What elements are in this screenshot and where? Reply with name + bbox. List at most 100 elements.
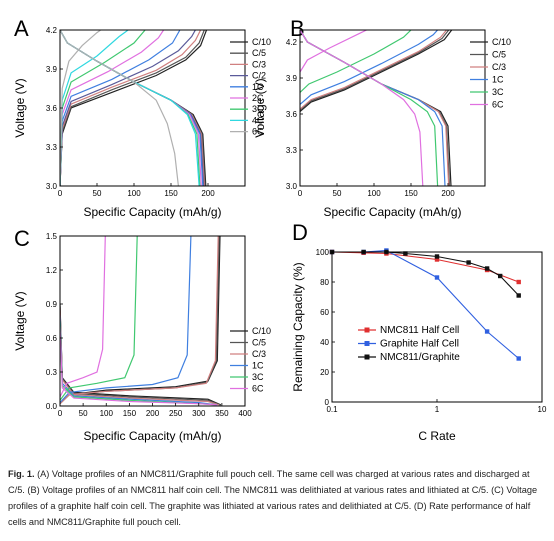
legend-label-2c: 2C — [252, 93, 264, 103]
y-tick-label: 3.0 — [286, 182, 298, 191]
data-point-nmc811-graphite — [484, 266, 490, 271]
panel-letter: A — [14, 16, 29, 41]
data-point-nmc811-half-cell — [516, 279, 521, 285]
y-tick-label: 0 — [325, 398, 330, 407]
x-axis-title: Specific Capacity (mAh/g) — [323, 205, 461, 219]
series-group — [300, 30, 453, 186]
legend-label-c-5: C/5 — [252, 48, 266, 58]
x-tick-label: 1 — [435, 405, 440, 414]
series-line-nmc811-half-cell — [331, 251, 519, 283]
y-tick-label: 1.5 — [46, 232, 58, 241]
legend-label-c-3: C/3 — [492, 62, 506, 72]
y-tick-label: 4.2 — [286, 38, 298, 47]
x-tick-label: 10 — [538, 405, 547, 414]
series-curve-3c-charge — [300, 30, 412, 93]
y-tick-label: 3.3 — [46, 143, 58, 152]
panel-letter: D — [292, 220, 308, 245]
x-axis-title: Specific Capacity (mAh/g) — [83, 205, 221, 219]
series-curve-6c-discharge — [60, 30, 179, 186]
data-point-nmc811-half-cell — [434, 257, 440, 262]
y-tick-label: 4.2 — [46, 26, 58, 35]
plot-frame — [59, 29, 246, 187]
x-tick-label: 100 — [367, 189, 381, 198]
x-tick-label: 150 — [164, 189, 178, 198]
series-curve-c-10-charge — [60, 30, 208, 186]
data-point-nmc811-graphite — [516, 293, 521, 298]
series-curve-c-3-charge — [300, 30, 447, 110]
legend-label-3c: 3C — [492, 87, 504, 97]
legend-label-1c: 1C — [252, 82, 264, 92]
series-curve-4c-discharge — [60, 30, 200, 186]
data-point-graphite-half-cell — [434, 275, 440, 280]
legend-label-c-3: C/3 — [252, 59, 266, 69]
y-tick-label: 3.6 — [286, 110, 298, 119]
legend: NMC811 Half Cell Graphite Half Cell NMC811… — [358, 325, 460, 363]
x-tick-label: 350 — [215, 409, 229, 418]
y-tick-label: 1.2 — [46, 266, 58, 275]
y-tick-label: 0.3 — [46, 368, 58, 377]
series-curve-1c-charge — [300, 30, 439, 105]
series-curve-3c-lith — [60, 320, 218, 406]
legend-marker-nmc811-half-cell — [364, 327, 370, 333]
y-tick-label: 3.3 — [286, 146, 298, 155]
y-tick-label: 40 — [320, 338, 329, 347]
panel-b: B 3.0 3.3 3.6 3.9 4.2 0 50 100 150 200 Specific Cap… — [253, 16, 511, 219]
legend-label-1c: 1C — [492, 75, 504, 85]
series-curve-6c-lith — [60, 326, 218, 406]
y-tick-label: 0.6 — [46, 334, 58, 343]
caption-label: Fig. 1. — [8, 469, 35, 479]
data-point-nmc811-graphite — [498, 273, 503, 279]
x-tick-label: 0.1 — [326, 405, 338, 414]
data-point-graphite-half-cell — [516, 356, 521, 361]
panel-letter: B — [290, 16, 305, 41]
legend-label-c-5: C/5 — [492, 50, 506, 60]
y-tick-label: 3.6 — [46, 104, 58, 113]
y-tick-label: 0.0 — [46, 402, 58, 411]
plot-frame — [299, 29, 486, 187]
series-curve-1c-lith — [60, 315, 218, 406]
x-tick-label: 150 — [404, 189, 418, 198]
legend-label-6c: 6C — [252, 127, 264, 137]
y-tick-label: 20 — [320, 368, 329, 377]
figure-caption: Fig. 1. (A) Voltage profiles of an NMC81… — [8, 466, 548, 530]
y-tick-label: 3.9 — [46, 65, 58, 74]
legend-label-c-3: C/3 — [252, 349, 266, 359]
series-group — [60, 30, 208, 186]
series-curve-c-5-charge — [300, 30, 450, 111]
legend-label-1c: 1C — [252, 361, 264, 371]
legend-label-graphite-half-cell: Graphite Half Cell — [380, 339, 459, 350]
series-curve-c-10-delith — [60, 236, 221, 405]
y-tick-label: 80 — [320, 278, 329, 287]
legend-label-3c: 3C — [252, 372, 264, 382]
y-axis-title: Voltage (V) — [253, 78, 267, 137]
data-point-nmc811-graphite — [434, 254, 440, 259]
x-tick-label: 50 — [333, 189, 342, 198]
x-tick-label: 100 — [100, 409, 114, 418]
x-tick-label: 0 — [298, 189, 303, 198]
series-curve-c-3-charge — [60, 30, 202, 186]
data-point-nmc811-graphite — [466, 260, 471, 265]
x-tick-label: 200 — [201, 189, 215, 198]
legend-label-c-5: C/5 — [252, 338, 266, 348]
y-axis-title: Remaining Capacity (%) — [291, 262, 305, 391]
series-curve-c-3-delith — [60, 236, 219, 405]
x-tick-label: 100 — [127, 189, 141, 198]
series-curve-c-10-charge — [300, 30, 453, 113]
x-tick-label: 200 — [441, 189, 455, 198]
y-tick-label: 100 — [316, 248, 330, 257]
data-point-nmc811-graphite — [403, 251, 408, 256]
x-tick-label: 0 — [58, 409, 63, 418]
caption-text: (A) Voltage profiles of an NMC811/Graphi… — [8, 469, 538, 527]
series-curve-1c-charge — [60, 30, 181, 186]
legend-label-c-10: C/10 — [252, 37, 271, 47]
x-tick-label: 50 — [79, 409, 88, 418]
y-tick-label: 0.9 — [46, 300, 58, 309]
legend-label-nmc811-graphite: NMC811/Graphite — [380, 352, 460, 363]
data-point-graphite-half-cell — [484, 329, 490, 334]
series-curve-6c-delith — [60, 236, 106, 398]
x-tick-label: 300 — [192, 409, 206, 418]
panel-a: A 3.0 3.3 3.6 3.9 4.2 0 50 100 150 200 Specific Cap… — [13, 16, 271, 219]
